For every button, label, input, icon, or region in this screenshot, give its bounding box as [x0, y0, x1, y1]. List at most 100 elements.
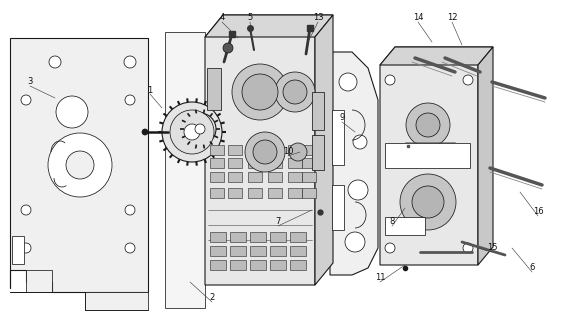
Circle shape: [223, 43, 233, 53]
Bar: [290, 246, 306, 256]
Bar: [248, 145, 262, 155]
Circle shape: [345, 232, 365, 252]
Bar: [312, 92, 324, 130]
Polygon shape: [165, 32, 205, 308]
Bar: [250, 232, 266, 242]
Bar: [302, 188, 316, 198]
Bar: [270, 246, 286, 256]
Bar: [228, 158, 242, 168]
Circle shape: [353, 135, 367, 149]
Bar: [210, 246, 226, 256]
Text: 11: 11: [375, 274, 385, 283]
Circle shape: [385, 75, 395, 85]
Bar: [302, 172, 316, 182]
Bar: [288, 172, 302, 182]
Circle shape: [245, 132, 285, 172]
Bar: [270, 232, 286, 242]
Text: 1: 1: [147, 85, 152, 94]
Bar: [210, 188, 224, 198]
Text: 7: 7: [275, 218, 281, 227]
Bar: [385, 217, 425, 235]
Bar: [248, 158, 262, 168]
Circle shape: [48, 133, 112, 197]
Circle shape: [170, 110, 214, 154]
Bar: [270, 260, 286, 270]
Bar: [207, 68, 221, 110]
Circle shape: [162, 102, 222, 162]
Circle shape: [56, 96, 88, 128]
Bar: [210, 232, 226, 242]
Text: 8: 8: [389, 218, 395, 227]
Bar: [332, 110, 344, 165]
Bar: [248, 172, 262, 182]
Bar: [12, 236, 24, 264]
Text: 15: 15: [486, 244, 497, 252]
Polygon shape: [205, 15, 333, 285]
Bar: [230, 246, 246, 256]
Circle shape: [289, 143, 307, 161]
Text: 16: 16: [533, 207, 544, 217]
Text: 13: 13: [313, 13, 323, 22]
Circle shape: [412, 186, 444, 218]
Text: 6: 6: [529, 263, 534, 273]
Bar: [228, 188, 242, 198]
Bar: [210, 260, 226, 270]
Circle shape: [184, 113, 216, 145]
Bar: [228, 145, 242, 155]
Text: 12: 12: [447, 13, 457, 22]
Circle shape: [21, 243, 31, 253]
Bar: [26, 270, 52, 292]
Circle shape: [125, 243, 135, 253]
Bar: [228, 172, 242, 182]
Bar: [288, 158, 302, 168]
Polygon shape: [380, 47, 493, 265]
Circle shape: [124, 56, 136, 68]
Circle shape: [125, 205, 135, 215]
Polygon shape: [380, 47, 493, 65]
Text: 2: 2: [210, 293, 215, 302]
Text: 5: 5: [247, 13, 252, 22]
Polygon shape: [330, 52, 378, 275]
Bar: [250, 260, 266, 270]
Circle shape: [275, 72, 315, 112]
Circle shape: [463, 243, 473, 253]
Circle shape: [348, 180, 368, 200]
Bar: [268, 145, 282, 155]
Circle shape: [406, 103, 450, 147]
Circle shape: [184, 124, 200, 140]
Text: 14: 14: [413, 13, 423, 22]
Polygon shape: [315, 15, 333, 285]
Circle shape: [232, 64, 288, 120]
Bar: [250, 246, 266, 256]
Text: 9: 9: [339, 114, 345, 123]
Circle shape: [400, 174, 456, 230]
Bar: [332, 185, 344, 230]
Bar: [248, 188, 262, 198]
Bar: [230, 232, 246, 242]
Bar: [312, 135, 324, 170]
Polygon shape: [205, 15, 333, 37]
Circle shape: [253, 140, 277, 164]
Circle shape: [142, 129, 148, 135]
Polygon shape: [10, 292, 148, 310]
Bar: [210, 145, 224, 155]
Bar: [302, 158, 316, 168]
Bar: [288, 145, 302, 155]
Text: 10: 10: [283, 148, 293, 156]
Circle shape: [416, 113, 440, 137]
Bar: [210, 158, 224, 168]
Circle shape: [125, 95, 135, 105]
Bar: [268, 172, 282, 182]
Bar: [268, 158, 282, 168]
Text: 3: 3: [27, 77, 33, 86]
Circle shape: [339, 73, 357, 91]
Bar: [385, 143, 470, 168]
Circle shape: [49, 56, 61, 68]
Bar: [290, 260, 306, 270]
Circle shape: [195, 124, 205, 134]
Circle shape: [66, 151, 94, 179]
Text: 4: 4: [219, 13, 224, 22]
Bar: [288, 188, 302, 198]
Bar: [290, 232, 306, 242]
Circle shape: [242, 74, 278, 110]
